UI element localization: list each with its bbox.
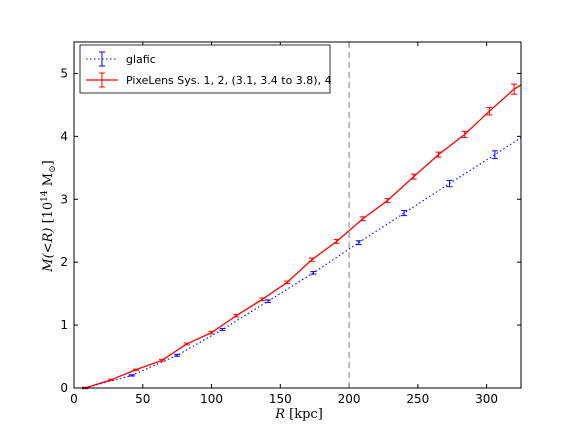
y-tick-label-3: 3 — [60, 192, 68, 206]
series-0-point-4 — [264, 299, 271, 303]
x-axis-label-var: R — [274, 407, 285, 422]
y-axis-label-unit-pre: [10 — [41, 202, 56, 228]
legend: glafic PixeLens Sys. 1, 2, (3.1, 3.4 to … — [79, 44, 332, 94]
series-1-point-1 — [108, 378, 115, 381]
series-1-point-3 — [159, 358, 166, 362]
y-axis-label-sub: ⊙ — [48, 165, 58, 173]
series-1-point-12 — [384, 198, 391, 203]
series-1-point-13 — [410, 173, 417, 180]
series-1-point-17 — [511, 83, 518, 95]
y-tick-label-5: 5 — [60, 66, 68, 80]
series-1-point-16 — [486, 106, 493, 116]
series-1-point-10 — [333, 239, 340, 244]
y-tick-label-2: 2 — [60, 255, 68, 269]
series-0-point-1 — [128, 374, 135, 377]
series-1-point-11 — [359, 216, 366, 222]
legend-label-pixelens: PixeLens Sys. 1, 2, (3.1, 3.4 to 3.8), 4 — [126, 74, 332, 87]
series-0-point-7 — [401, 210, 408, 217]
y-axis-label-var: M(<R) — [41, 228, 56, 273]
series-0-point-3 — [219, 328, 226, 331]
y-tick-label-4: 4 — [60, 129, 68, 143]
legend-pixelens-marker — [86, 72, 118, 88]
series-1-point-4 — [183, 342, 190, 346]
x-tick-label-6: 300 — [475, 392, 498, 406]
y-axis-label-exp: 14 — [40, 190, 50, 202]
series-1-point-5 — [208, 330, 215, 335]
y-axis-label-close: ] — [41, 160, 56, 165]
series-layer — [82, 42, 522, 390]
x-tick-label-1: 50 — [135, 392, 150, 406]
series-1-point-7 — [259, 297, 266, 302]
series-1-point-2 — [132, 368, 139, 371]
y-axis-label-unit-post: M — [41, 173, 56, 190]
legend-box — [79, 44, 331, 94]
plot-frame — [73, 41, 522, 389]
x-tick-label-3: 150 — [269, 392, 292, 406]
x-axis-label: R [kpc] — [274, 407, 323, 422]
x-tick-label-2: 100 — [200, 392, 223, 406]
legend-label-glafic: glafic — [126, 53, 156, 66]
x-tick-label-5: 250 — [406, 392, 429, 406]
y-axis-label: M(<R) [1014 M⊙] — [40, 160, 58, 272]
tick-labels: 0 50 100 150 200 250 300 0 1 2 3 4 5 — [60, 66, 498, 406]
series-1-point-14 — [435, 151, 442, 158]
x-tick-label-4: 200 — [338, 392, 361, 406]
series-1-point-15 — [461, 130, 468, 139]
series-1-point-8 — [284, 280, 291, 285]
x-tick-label-0: 0 — [70, 392, 78, 406]
x-axis-label-unit: [kpc] — [285, 407, 323, 422]
series-0-point-6 — [355, 240, 362, 246]
y-tick-label-1: 1 — [60, 318, 68, 332]
series-0-point-5 — [310, 271, 317, 275]
legend-glafic-marker — [86, 51, 118, 67]
y-tick-label-0: 0 — [60, 381, 68, 395]
series-1-point-9 — [308, 257, 315, 262]
series-0-point-9 — [491, 150, 498, 159]
series-0-point-2 — [174, 353, 181, 357]
series-1-point-6 — [233, 313, 240, 318]
series-0-point-8 — [446, 179, 453, 188]
